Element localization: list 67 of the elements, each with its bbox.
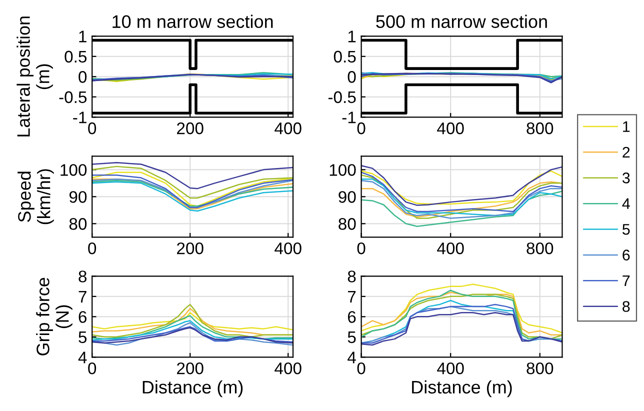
y-tick-label: 0 [348,71,356,83]
legend-label: 2 [622,146,630,158]
x-axis-title: Distance (m) [142,380,243,398]
y-tick-label: 0.5 [64,50,87,63]
y-axis-title: Grip force (N) [36,278,72,356]
x-tick-label: 400 [274,362,302,374]
y-tick-label: 90 [338,191,356,203]
line-series [92,320,294,341]
chart-title: 500 m narrow section [376,14,547,28]
line-series [361,190,562,227]
x-tick-label: 0 [357,122,366,134]
x-tick-label: 0 [357,362,366,374]
x-tick-label: 800 [526,362,554,374]
line-series [361,172,562,212]
x-tick-label: 0 [88,362,96,374]
y-tick-label: -1 [342,112,356,124]
y-tick-label: 8 [348,270,356,282]
legend-label: 8 [622,301,630,312]
x-tick-label: 400 [437,362,464,374]
legend-label: 6 [622,250,630,260]
line-series [92,162,294,190]
y-tick-label: 5 [348,331,356,344]
legend-label: 4 [622,198,630,209]
x-tick-label: 400 [437,122,464,134]
y-tick-label: 1 [348,30,356,42]
y-tick-label: 4 [348,352,356,364]
y-tick-label: 100 [330,164,356,176]
legend-label: 1 [623,121,630,132]
line-series [361,284,562,334]
x-tick-label: 200 [177,122,204,134]
y-tick-label: 100 [60,164,87,176]
x-tick-label: 200 [177,362,204,374]
y-axis-title: Lateral position (m) [16,16,53,136]
x-tick-label: 0 [357,242,366,254]
x-tick-label: 0 [88,122,96,134]
line-series [92,166,294,199]
line-series [92,312,294,330]
y-tick-label: -0.5 [59,91,87,104]
chart-title: 10 m narrow section [112,14,273,28]
line-series [361,312,562,346]
x-tick-label: 0 [88,242,96,254]
y-tick-label: 80 [338,218,356,230]
y-tick-label: 90 [69,191,87,203]
x-tick-label: 400 [274,122,302,134]
x-tick-label: 200 [177,242,204,254]
x-tick-label: 800 [526,122,554,134]
y-tick-label: 6 [78,311,86,323]
y-tick-label: -1 [73,112,86,124]
x-axis-title: Distance (m) [412,380,512,398]
y-tick-label: 1 [79,30,86,42]
legend-label: 3 [622,172,630,184]
y-tick-label: 4 [78,352,87,364]
y-tick-label: 0 [78,71,87,83]
y-tick-label: 5 [78,331,87,344]
y-axis-title: Speed (km/hr) [18,169,54,224]
y-tick-label: -0.5 [328,91,356,104]
y-tick-label: 0.5 [334,50,356,63]
y-tick-label: 7 [348,291,356,302]
x-tick-label: 400 [437,242,464,254]
y-tick-label: 8 [78,270,87,282]
y-tick-label: 6 [348,311,356,323]
x-tick-label: 400 [274,242,302,254]
legend-label: 7 [622,276,630,286]
x-tick-label: 800 [526,242,554,254]
y-tick-label: 80 [69,218,87,230]
y-tick-label: 7 [78,291,86,302]
legend-label: 5 [622,224,630,235]
